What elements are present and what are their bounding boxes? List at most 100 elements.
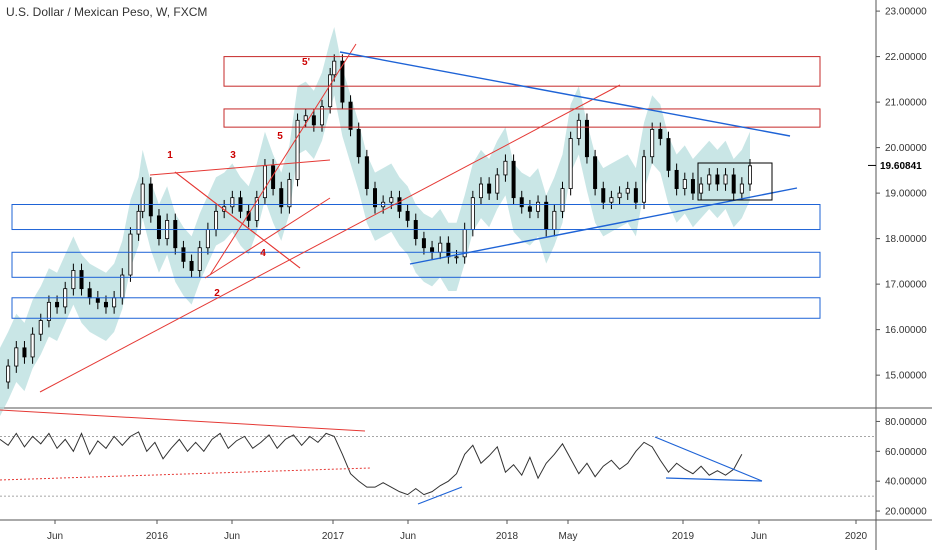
candle: [568, 138, 573, 189]
candle: [552, 210, 557, 230]
price-tick-label: 21.00000: [885, 98, 927, 109]
elliott-wave-labels: 1 2 3 4 5 5': [167, 57, 310, 299]
candle: [446, 242, 451, 258]
time-tick-label: 2017: [322, 531, 345, 542]
candle: [79, 270, 84, 290]
time-tick-label: Jun: [400, 531, 416, 542]
candle: [593, 156, 598, 189]
price-tick-label: 18.00000: [885, 234, 927, 245]
trend-drawings[interactable]: [0, 43, 821, 432]
candle: [38, 320, 43, 335]
rsi-axis[interactable]: 20.00000 40.00000 60.00000 80.00000: [876, 417, 927, 518]
candle: [287, 179, 292, 208]
candle: [544, 201, 549, 230]
candle: [707, 174, 712, 185]
candle: [642, 156, 647, 203]
support-zone-3: [11, 297, 821, 319]
candle: [181, 247, 186, 262]
candle: [682, 179, 687, 189]
wave-label-2: 2: [214, 288, 220, 299]
band-area: [0, 27, 750, 417]
rsi-tick-label: 20.00000: [885, 507, 927, 518]
rsi-tick-label: 40.00000: [885, 477, 927, 488]
candle: [328, 74, 333, 108]
candle: [303, 115, 308, 121]
price-tick-label: 23.00000: [885, 7, 927, 18]
candle: [633, 188, 638, 203]
candle: [731, 174, 736, 194]
candle: [112, 297, 117, 308]
candle: [148, 183, 153, 217]
candle: [389, 197, 394, 203]
candle: [739, 183, 744, 194]
rsi-red-trend: [0, 409, 366, 432]
candle: [311, 115, 316, 126]
candle: [723, 174, 728, 185]
candle: [279, 188, 284, 208]
candle: [430, 247, 435, 253]
candle: [230, 197, 235, 208]
wave-label-6: 5': [302, 57, 310, 68]
rsi-red-dotted: [0, 467, 371, 481]
wave-label-3: 3: [230, 150, 236, 161]
candle: [438, 242, 443, 253]
candle: [470, 197, 475, 230]
candle: [666, 138, 671, 171]
candle: [189, 260, 194, 271]
consolidation-box: [697, 162, 773, 201]
candle: [205, 229, 210, 249]
candle: [254, 197, 259, 221]
red-channel-upper: [209, 43, 357, 276]
red-channel-lower: [39, 84, 621, 393]
candle: [262, 165, 267, 199]
red-diagonal: [174, 171, 301, 269]
candle: [128, 233, 133, 276]
candle: [340, 60, 345, 103]
candle: [650, 129, 655, 158]
price-tick-label: 16.00000: [885, 325, 927, 336]
candle: [214, 210, 219, 230]
candle: [536, 201, 541, 212]
time-tick-label: 2019: [672, 531, 695, 542]
price-axis[interactable]: 15.00000 16.00000 17.00000 18.00000 19.00000…: [876, 7, 927, 382]
candle: [295, 119, 300, 180]
rsi-blue-resistance: [654, 436, 763, 482]
wave-label-4: 4: [260, 248, 266, 259]
candle: [503, 160, 508, 176]
candle: [478, 183, 483, 199]
candle: [658, 129, 663, 139]
last-price-marker: 19.60841: [868, 161, 922, 172]
time-axis[interactable]: Jun 2016 Jun 2017 Jun 2018 May 2019 Jun 2020: [47, 520, 868, 542]
candle: [601, 188, 606, 203]
time-tick-label: 2016: [146, 531, 169, 542]
candle: [674, 169, 679, 189]
price-tick-label: 20.00000: [885, 143, 927, 154]
candle: [690, 179, 695, 194]
candle: [103, 301, 108, 308]
price-tick-label: 22.00000: [885, 52, 927, 63]
bollinger-band: [0, 27, 750, 417]
wave-label-5: 5: [277, 131, 283, 142]
candle: [487, 183, 492, 194]
candle: [22, 347, 27, 358]
resistance-zone-lower: [223, 108, 821, 128]
candle: [71, 270, 76, 290]
candle: [46, 301, 51, 321]
candle: [14, 347, 19, 367]
candle: [560, 188, 565, 212]
candle: [511, 160, 516, 199]
time-tick-label: Jun: [47, 531, 63, 542]
candle: [584, 119, 589, 158]
candle: [421, 238, 426, 249]
candle: [519, 197, 524, 208]
candle: [320, 106, 325, 126]
last-price-label: 19.60841: [880, 161, 922, 172]
red-wave-line: [149, 159, 331, 176]
chart-title: U.S. Dollar / Mexican Peso, W, FXCM: [6, 5, 208, 19]
candle: [364, 156, 369, 189]
price-tick-label: 17.00000: [885, 280, 927, 291]
candle: [173, 220, 178, 249]
rsi-pane: [0, 431, 876, 505]
